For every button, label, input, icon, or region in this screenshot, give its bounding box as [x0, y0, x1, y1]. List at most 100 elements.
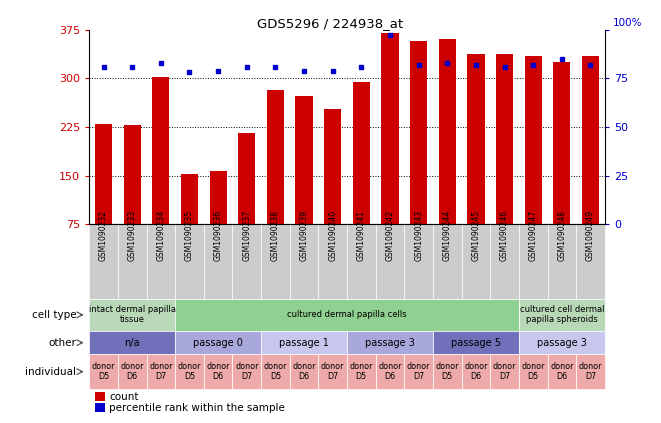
- Bar: [89, 354, 118, 389]
- Bar: [582, 55, 599, 224]
- Bar: [95, 124, 112, 224]
- Bar: [461, 354, 490, 389]
- Text: GSM1090248: GSM1090248: [557, 211, 566, 261]
- Text: cell type: cell type: [32, 310, 77, 320]
- Bar: [353, 82, 370, 224]
- Bar: [95, 392, 105, 401]
- Text: 100%: 100%: [613, 18, 642, 27]
- Bar: [324, 110, 341, 224]
- Text: count: count: [109, 392, 139, 402]
- Bar: [405, 354, 433, 389]
- Bar: [405, 224, 433, 299]
- Bar: [238, 134, 255, 224]
- Text: GSM1090232: GSM1090232: [99, 211, 108, 261]
- Text: GSM1090246: GSM1090246: [500, 210, 509, 261]
- Text: GSM1090239: GSM1090239: [299, 210, 309, 261]
- Bar: [496, 54, 513, 224]
- Bar: [204, 224, 233, 299]
- Bar: [519, 224, 547, 299]
- Text: other: other: [48, 338, 77, 348]
- Text: cultured cell dermal
papilla spheroids: cultured cell dermal papilla spheroids: [520, 305, 604, 324]
- Bar: [175, 224, 204, 299]
- Bar: [89, 299, 175, 331]
- Bar: [347, 331, 433, 354]
- Text: GSM1090238: GSM1090238: [271, 211, 280, 261]
- Text: n/a: n/a: [124, 338, 140, 348]
- Text: donor
D6: donor D6: [550, 362, 574, 381]
- Text: GSM1090247: GSM1090247: [529, 210, 537, 261]
- Bar: [147, 224, 175, 299]
- Bar: [375, 224, 405, 299]
- Bar: [233, 354, 261, 389]
- Text: GSM1090240: GSM1090240: [329, 210, 337, 261]
- Bar: [95, 403, 105, 412]
- Bar: [547, 354, 576, 389]
- Bar: [210, 170, 227, 224]
- Bar: [519, 299, 605, 331]
- Text: passage 5: passage 5: [451, 338, 501, 348]
- Text: GSM1090233: GSM1090233: [128, 210, 137, 261]
- Bar: [490, 224, 519, 299]
- Bar: [152, 77, 169, 224]
- Text: GSM1090242: GSM1090242: [385, 211, 395, 261]
- Text: passage 0: passage 0: [193, 338, 243, 348]
- Text: donor
D7: donor D7: [149, 362, 173, 381]
- Bar: [347, 354, 375, 389]
- Text: GSM1090245: GSM1090245: [471, 210, 481, 261]
- Bar: [89, 224, 118, 299]
- Text: donor
D6: donor D6: [120, 362, 144, 381]
- Bar: [433, 224, 461, 299]
- Text: GSM1090237: GSM1090237: [243, 210, 251, 261]
- Bar: [319, 354, 347, 389]
- Text: GDS5296 / 224938_at: GDS5296 / 224938_at: [257, 17, 404, 30]
- Bar: [576, 354, 605, 389]
- Bar: [375, 354, 405, 389]
- Bar: [519, 354, 547, 389]
- Text: donor
D5: donor D5: [522, 362, 545, 381]
- Text: GSM1090234: GSM1090234: [157, 210, 165, 261]
- Bar: [525, 55, 542, 224]
- Text: donor
D5: donor D5: [350, 362, 373, 381]
- Bar: [410, 41, 427, 224]
- Bar: [261, 331, 347, 354]
- Text: percentile rank within the sample: percentile rank within the sample: [109, 403, 285, 413]
- Bar: [290, 224, 319, 299]
- Text: passage 3: passage 3: [365, 338, 415, 348]
- Bar: [433, 354, 461, 389]
- Bar: [175, 331, 261, 354]
- Bar: [267, 90, 284, 224]
- Text: passage 3: passage 3: [537, 338, 587, 348]
- Bar: [295, 96, 313, 224]
- Bar: [181, 174, 198, 224]
- Bar: [461, 224, 490, 299]
- Text: GSM1090244: GSM1090244: [443, 210, 451, 261]
- Text: donor
D6: donor D6: [378, 362, 402, 381]
- Bar: [547, 224, 576, 299]
- Bar: [89, 331, 175, 354]
- Bar: [290, 354, 319, 389]
- Text: GSM1090243: GSM1090243: [414, 210, 423, 261]
- Text: donor
D5: donor D5: [178, 362, 201, 381]
- Bar: [553, 62, 570, 224]
- Text: intact dermal papilla
tissue: intact dermal papilla tissue: [89, 305, 176, 324]
- Text: cultured dermal papilla cells: cultured dermal papilla cells: [288, 310, 407, 319]
- Text: donor
D7: donor D7: [407, 362, 430, 381]
- Text: passage 1: passage 1: [279, 338, 329, 348]
- Text: donor
D5: donor D5: [264, 362, 287, 381]
- Bar: [124, 125, 141, 224]
- Bar: [319, 224, 347, 299]
- Text: donor
D6: donor D6: [206, 362, 230, 381]
- Bar: [175, 354, 204, 389]
- Bar: [576, 224, 605, 299]
- Text: individual: individual: [25, 367, 77, 376]
- Bar: [204, 354, 233, 389]
- Bar: [261, 354, 290, 389]
- Bar: [467, 54, 485, 224]
- Bar: [433, 331, 519, 354]
- Bar: [233, 224, 261, 299]
- Text: donor
D7: donor D7: [235, 362, 258, 381]
- Text: GSM1090235: GSM1090235: [185, 210, 194, 261]
- Bar: [118, 354, 147, 389]
- Text: GSM1090249: GSM1090249: [586, 210, 595, 261]
- Text: donor
D7: donor D7: [493, 362, 516, 381]
